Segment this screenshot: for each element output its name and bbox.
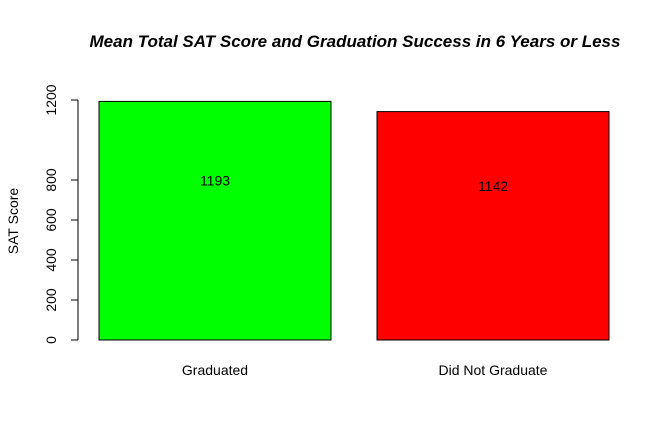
y-tick-label: 0 bbox=[43, 336, 59, 344]
chart-title: Mean Total SAT Score and Graduation Succ… bbox=[90, 32, 621, 51]
y-axis-label: SAT Score bbox=[5, 188, 21, 255]
bar-value-label: 1142 bbox=[478, 178, 508, 194]
bar bbox=[376, 111, 610, 341]
bars: 1193 1142 bbox=[98, 100, 610, 341]
y-tick-label: 800 bbox=[43, 168, 59, 192]
y-tick-label: 200 bbox=[43, 288, 59, 312]
y-tick-label: 400 bbox=[43, 248, 59, 272]
x-category-label: Did Not Graduate bbox=[439, 362, 548, 378]
y-tick-label: 1200 bbox=[43, 84, 59, 115]
bar bbox=[98, 100, 332, 341]
y-tick-label: 600 bbox=[43, 208, 59, 232]
x-category-label: Graduated bbox=[182, 362, 248, 378]
y-axis: 0 200 400 600 800 1200 bbox=[43, 84, 79, 344]
x-axis-labels: Graduated Did Not Graduate bbox=[182, 362, 548, 378]
bar-value-label: 1193 bbox=[200, 173, 230, 189]
